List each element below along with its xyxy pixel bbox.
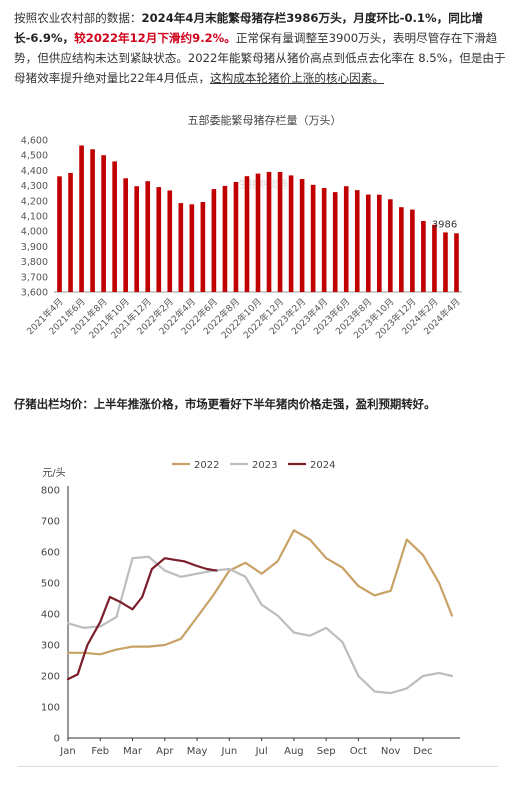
x-tick-label: Mar: [123, 746, 143, 757]
y-tick-label: 200: [41, 672, 60, 683]
y-tick-label: 4,100: [21, 212, 48, 223]
para-body: 正常保有量调整至3900万头，表明尽管存在下滑趋势，但供应结构未达到紧缺状态。2…: [14, 31, 506, 85]
bar: [277, 171, 283, 292]
para-bold-stat: 2024年4月末能繁母猪存栏3986万头，月度环比-0.1%，同比增长-6.9%…: [14, 11, 483, 45]
bar: [432, 224, 437, 292]
bar: [200, 202, 206, 292]
bottom-divider: [18, 766, 498, 767]
y-tick-label: 4,200: [21, 196, 48, 207]
y-tick-label: 3,600: [21, 288, 48, 299]
bar: [79, 145, 84, 292]
bar: [410, 209, 415, 292]
series-line-2024: [66, 557, 218, 681]
bar: [211, 189, 217, 292]
bar: [376, 194, 382, 292]
para-lead: 按照农业农村部的数据：: [14, 11, 142, 25]
last-value-label: 3986: [432, 219, 457, 230]
bar: [156, 187, 162, 292]
y-tick-label: 400: [41, 610, 60, 621]
bar: [233, 181, 239, 292]
bar: [244, 176, 250, 292]
bar: [123, 178, 128, 292]
bar: [299, 179, 305, 292]
y-tick-label: 4,300: [21, 181, 48, 192]
legend-label-2024: 2024: [310, 460, 335, 471]
bar: [354, 190, 360, 292]
x-tick-label: Sep: [317, 746, 336, 757]
para-underlined: 这构成本轮猪价上涨的核心因素。: [210, 71, 384, 85]
legend-label-2023: 2023: [252, 460, 277, 471]
x-tick-label: Dec: [413, 746, 432, 757]
x-tick-label: Feb: [91, 746, 109, 757]
intro-paragraph: 按照农业农村部的数据：2024年4月末能繁母猪存栏3986万头，月度环比-0.1…: [14, 8, 514, 88]
bar: [57, 176, 62, 292]
bar: [134, 186, 140, 292]
piglet-price-chart: 元/头 0 100 200 300 400 500 600 700 800 Jan Feb Mar Apr…: [41, 460, 460, 757]
bar: [112, 161, 117, 292]
x-tick-label: Oct: [350, 746, 367, 757]
bar: [222, 185, 228, 292]
watermark: 生猪期货通: [238, 178, 288, 191]
bar: [421, 221, 426, 292]
bar: [388, 199, 393, 292]
x-tick-label: Apr: [156, 746, 174, 757]
y-tick-label: 4,500: [21, 151, 48, 162]
y-tick-label: 700: [41, 517, 60, 528]
bar: [288, 175, 294, 292]
x-tick-label: Jul: [255, 746, 268, 757]
y-tick-label: 800: [41, 486, 60, 497]
bar: [399, 207, 404, 292]
x-tick-label: Jan: [59, 746, 75, 757]
y-tick-label: 3,900: [21, 242, 48, 253]
series-line-2023: [66, 555, 454, 695]
y-tick-label: 0: [54, 734, 60, 745]
y-tick-label: 3,800: [21, 257, 48, 268]
bar: [443, 232, 448, 292]
para-red-stat: 较2022年12月下滑约9.2%。: [74, 31, 236, 45]
bar: [68, 172, 73, 292]
bar: [167, 190, 173, 292]
x-tick-label: Nov: [381, 746, 401, 757]
y-tick-label: 500: [41, 579, 60, 590]
y-tick-label: 300: [41, 641, 60, 652]
chart1-title: 五部委能繁母猪存栏量（万头）: [187, 114, 342, 127]
bar: [332, 192, 338, 292]
x-tick-label: May: [187, 746, 208, 757]
bar: [310, 184, 316, 292]
y-tick-label: 4,400: [21, 166, 48, 177]
bar: [255, 173, 261, 292]
bar: [145, 181, 151, 292]
y-tick-label: 4,000: [21, 227, 48, 238]
sow-inventory-chart: 3,600 3,700 3,800 3,900 4,000 4,100 4,200 4,300…: [21, 136, 463, 342]
y-axis-unit: 元/头: [42, 467, 65, 479]
bar: [343, 186, 349, 292]
piglet-price-caption: 仔猪出栏均价：上半年推涨价格，市场更看好下半年猪肉价格走强，盈利预期转好。: [14, 397, 436, 411]
bar: [90, 149, 95, 292]
x-tick-label: Aug: [284, 746, 304, 757]
y-tick-label: 4,600: [21, 136, 48, 147]
y-tick-label: 3,700: [21, 272, 48, 283]
x-tick-label: Jun: [221, 746, 238, 757]
y-tick-label: 100: [41, 703, 60, 714]
bar: [189, 204, 195, 292]
bar: [101, 155, 106, 292]
bar: [321, 188, 327, 292]
y-tick-label: 600: [41, 548, 60, 559]
bar: [454, 233, 459, 292]
legend-label-2022: 2022: [194, 460, 219, 471]
bar: [178, 203, 184, 292]
series-line-2022: [66, 529, 454, 656]
bar: [266, 171, 272, 292]
bar: [365, 194, 371, 292]
